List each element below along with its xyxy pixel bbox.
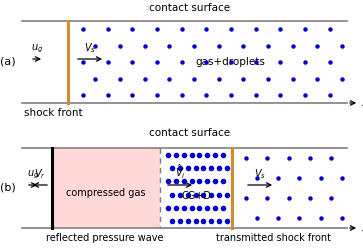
- Text: $u_g$: $u_g$: [31, 43, 43, 55]
- Text: $x$: $x$: [361, 98, 363, 108]
- Bar: [52, 148, 160, 228]
- Text: contact surface: contact surface: [150, 3, 231, 13]
- Text: $V_s$: $V_s$: [84, 41, 96, 55]
- Text: $V_s$: $V_s$: [254, 167, 266, 181]
- Text: contact surface: contact surface: [150, 128, 231, 138]
- Text: $\hat{V}_i$: $\hat{V}_i$: [175, 163, 185, 181]
- Text: (a): (a): [0, 57, 16, 67]
- Text: gas+droplets: gas+droplets: [195, 57, 265, 67]
- Text: $u_g$: $u_g$: [27, 169, 39, 181]
- Text: $x$: $x$: [361, 223, 363, 233]
- Text: (b): (b): [0, 183, 16, 193]
- Text: shock front: shock front: [24, 108, 83, 118]
- Text: reflected pressure wave: reflected pressure wave: [46, 233, 164, 243]
- Text: $V_r$: $V_r$: [34, 167, 46, 181]
- Text: compressed gas: compressed gas: [66, 188, 146, 198]
- Text: CG+D: CG+D: [181, 191, 211, 201]
- Text: transmitted shock front: transmitted shock front: [216, 233, 330, 243]
